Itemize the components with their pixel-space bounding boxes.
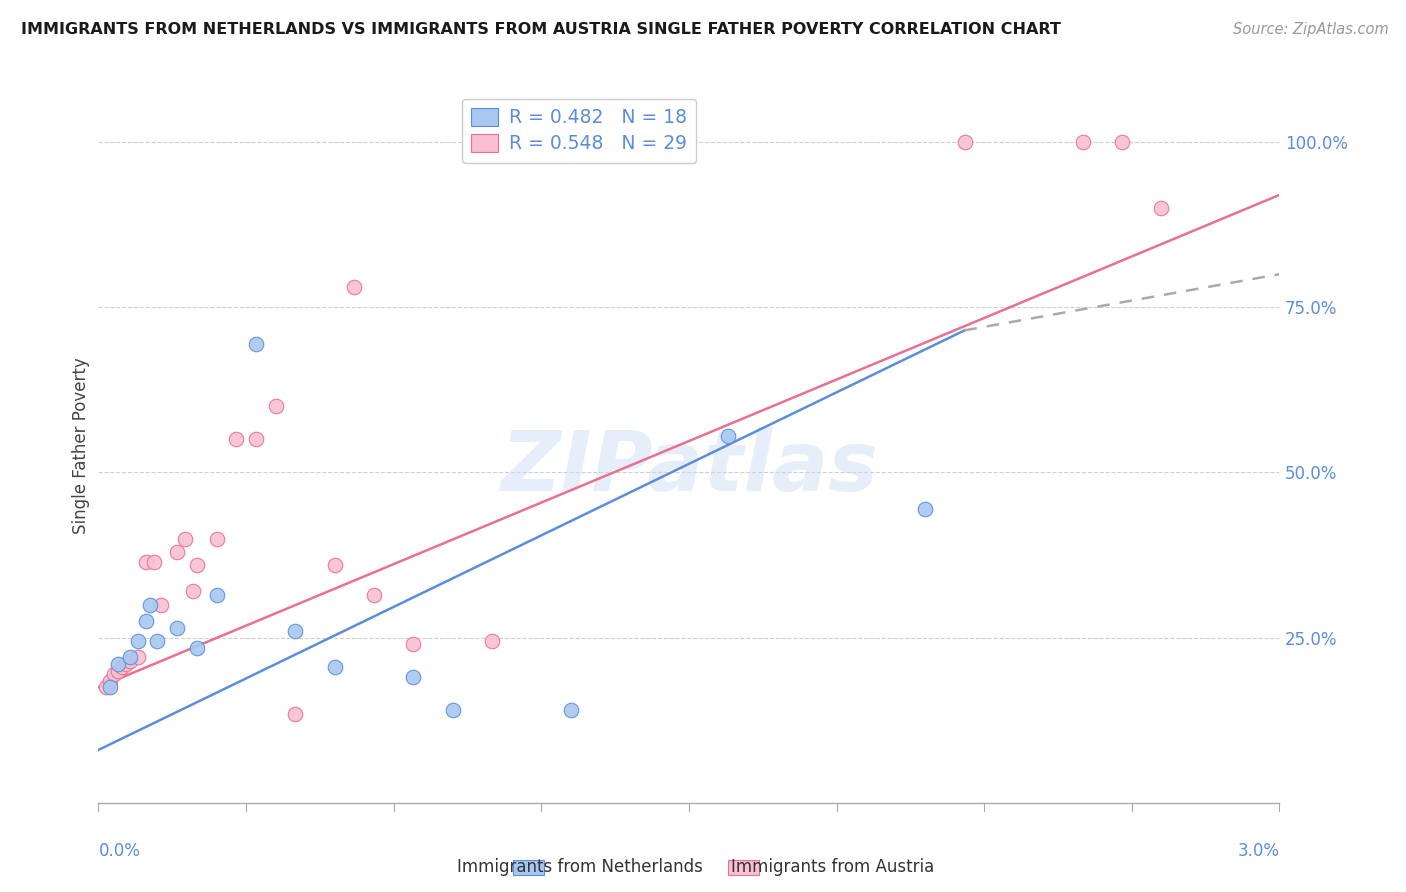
- Point: [174, 532, 197, 546]
- Point: [284, 624, 307, 638]
- Point: [166, 621, 188, 635]
- Point: [1150, 201, 1173, 215]
- Point: [98, 680, 121, 694]
- Point: [264, 400, 287, 414]
- Y-axis label: Single Father Poverty: Single Father Poverty: [72, 358, 90, 534]
- Point: [115, 657, 138, 671]
- Point: [127, 650, 149, 665]
- Point: [717, 429, 740, 443]
- Point: [146, 634, 169, 648]
- Point: [118, 654, 141, 668]
- Text: ZIPatlas: ZIPatlas: [501, 427, 877, 508]
- Point: [107, 657, 129, 671]
- Point: [323, 558, 346, 572]
- Point: [150, 598, 173, 612]
- Point: [441, 703, 464, 717]
- Point: [186, 558, 208, 572]
- Point: [914, 501, 936, 516]
- Legend: R = 0.482   N = 18, R = 0.548   N = 29: R = 0.482 N = 18, R = 0.548 N = 29: [463, 99, 696, 162]
- Point: [1071, 135, 1094, 149]
- Point: [481, 634, 503, 648]
- Point: [98, 673, 121, 688]
- Text: 3.0%: 3.0%: [1237, 842, 1279, 860]
- Point: [245, 336, 267, 351]
- Point: [181, 584, 204, 599]
- Point: [138, 598, 160, 612]
- Point: [402, 637, 425, 651]
- Point: [118, 650, 141, 665]
- Point: [560, 703, 582, 717]
- Point: [96, 680, 118, 694]
- Point: [107, 664, 129, 678]
- Point: [323, 660, 346, 674]
- Text: Immigrants from Netherlands: Immigrants from Netherlands: [457, 858, 703, 876]
- Text: Source: ZipAtlas.com: Source: ZipAtlas.com: [1233, 22, 1389, 37]
- Point: [363, 588, 385, 602]
- Point: [284, 706, 307, 721]
- Point: [135, 555, 157, 569]
- Point: [127, 634, 149, 648]
- Text: IMMIGRANTS FROM NETHERLANDS VS IMMIGRANTS FROM AUSTRIA SINGLE FATHER POVERTY COR: IMMIGRANTS FROM NETHERLANDS VS IMMIGRANT…: [21, 22, 1062, 37]
- Point: [343, 280, 366, 294]
- Point: [135, 614, 157, 628]
- Point: [205, 532, 228, 546]
- Point: [166, 545, 188, 559]
- Point: [142, 555, 165, 569]
- Point: [186, 640, 208, 655]
- Point: [402, 670, 425, 684]
- Point: [103, 667, 125, 681]
- Point: [225, 433, 247, 447]
- Text: 0.0%: 0.0%: [98, 842, 141, 860]
- Point: [1111, 135, 1133, 149]
- Point: [953, 135, 976, 149]
- Point: [111, 660, 134, 674]
- Point: [205, 588, 228, 602]
- Text: Immigrants from Austria: Immigrants from Austria: [731, 858, 935, 876]
- Point: [245, 433, 267, 447]
